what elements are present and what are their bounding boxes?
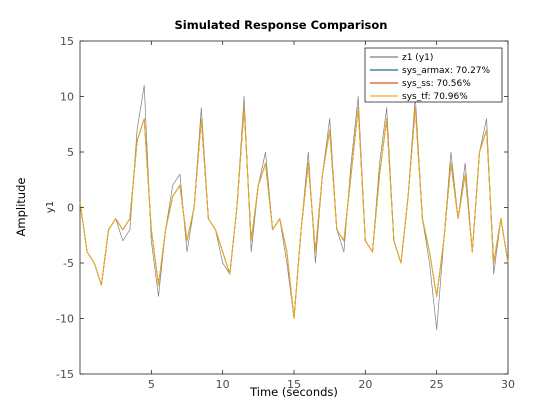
legend: z1 (y1) sys_armax: 70.27% sys_ss: 70.56% sy…: [364, 47, 503, 103]
legend-label: sys_ss: 70.56%: [402, 79, 471, 89]
y-tick-label: -5: [63, 257, 74, 270]
y-axis-label: Amplitude: [14, 178, 28, 237]
y-tick-label: -10: [56, 313, 74, 326]
y-tick-label: 0: [67, 202, 74, 215]
y-tick-label: 5: [67, 146, 74, 159]
legend-label: sys_armax: 70.27%: [402, 66, 491, 76]
y-tick-label: -15: [56, 368, 74, 381]
series-line-sys-tf-70-96: [79, 107, 509, 319]
y-tick-label: 15: [60, 35, 74, 48]
chart-title: Simulated Response Comparison: [175, 18, 388, 32]
x-axis-label: Time (seconds): [249, 385, 338, 399]
x-tick-label: 20: [358, 378, 372, 391]
channel-label: y1: [45, 201, 56, 213]
legend-label: z1 (y1): [402, 53, 433, 63]
legend-label: sys_tf: 70.96%: [402, 92, 468, 102]
x-tick-label: 10: [216, 378, 230, 391]
ticks-layer: 5 10 15 20 25 30 -15 -10 -5 0 5 10 15: [56, 35, 515, 391]
x-tick-label: 25: [430, 378, 444, 391]
y-tick-label: 10: [60, 91, 74, 104]
x-tick-label: 15: [287, 378, 301, 391]
x-tick-label: 30: [501, 378, 515, 391]
x-tick-label: 5: [148, 378, 155, 391]
series-layer: [79, 85, 509, 330]
